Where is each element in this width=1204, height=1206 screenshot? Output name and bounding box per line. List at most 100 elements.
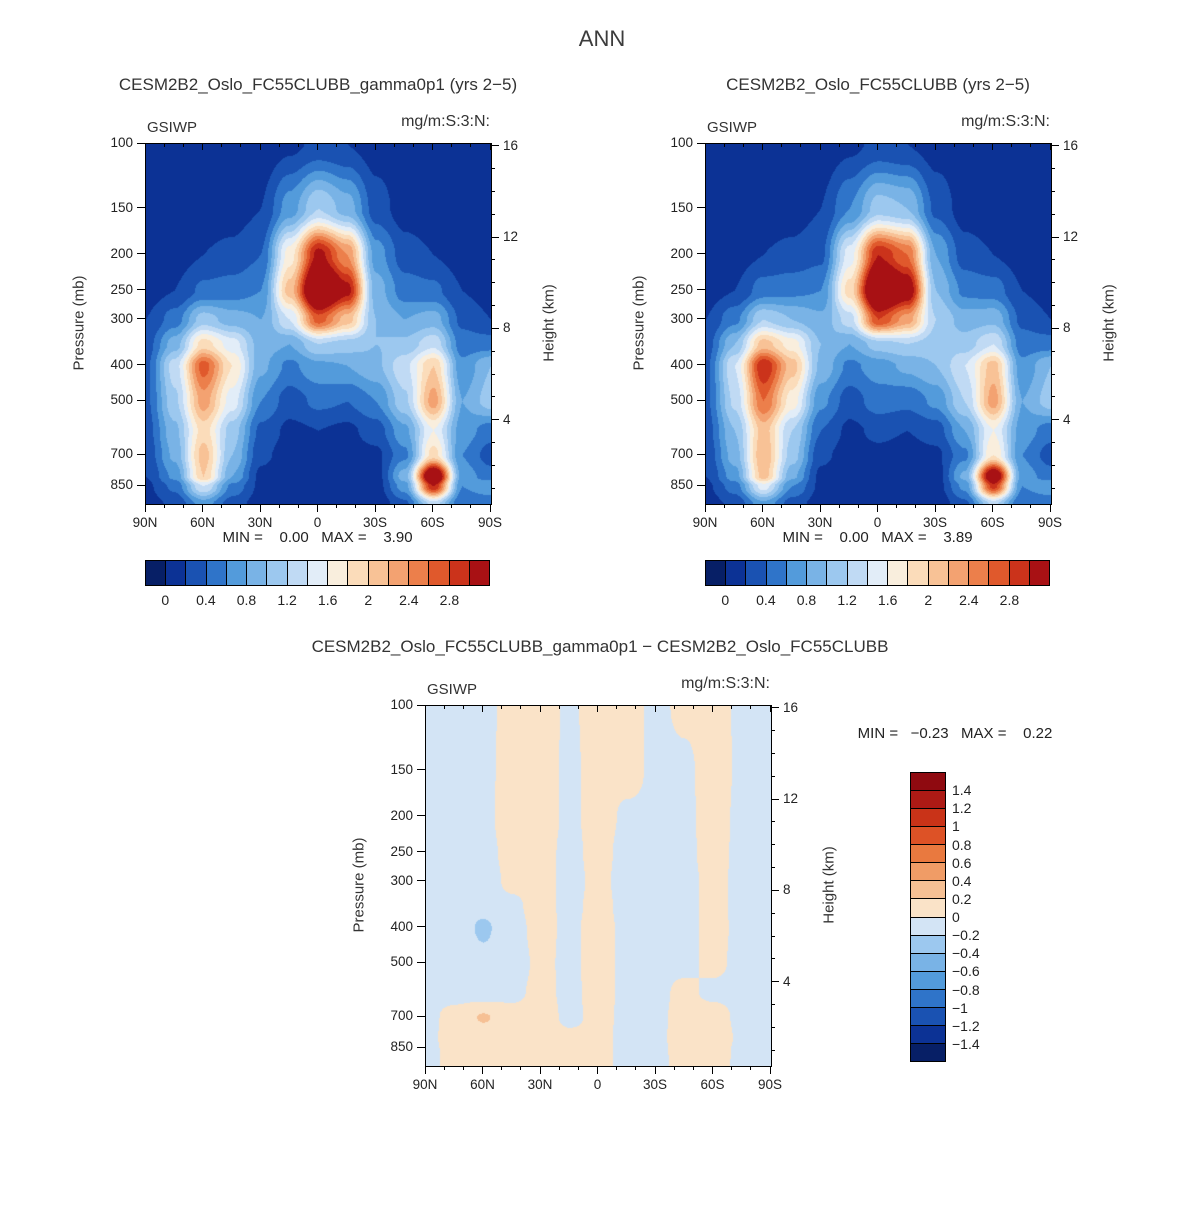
colorbar-tick-label: 0.2 xyxy=(952,890,972,907)
pressure-tick xyxy=(417,769,425,771)
colorbar-tick-label: −0.6 xyxy=(952,963,980,980)
pressure-tick-label: 850 xyxy=(390,1039,413,1055)
colorbar-tick-label: 0.6 xyxy=(952,854,972,871)
contour-canvas xyxy=(426,706,771,1066)
colorbar-cell xyxy=(409,561,430,585)
height-tick xyxy=(1051,327,1059,329)
pressure-tick-label: 300 xyxy=(110,310,133,326)
pressure-tick xyxy=(697,289,705,291)
pressure-tick xyxy=(137,399,145,401)
colorbar-tick-label: −1.2 xyxy=(952,1017,980,1034)
minmax-readout: MIN = −0.23 MAX = 0.22 xyxy=(857,725,1053,742)
height-tick-label: 8 xyxy=(503,320,511,336)
colorbar-tick-label: 1 xyxy=(952,818,960,835)
season-title: ANN xyxy=(578,26,626,51)
pressure-tick-label: 250 xyxy=(670,281,693,297)
height-tick xyxy=(491,236,499,238)
latitude-tick xyxy=(432,504,433,512)
latitude-tick-label: 60S xyxy=(980,515,1005,530)
colorbar-cell xyxy=(1029,561,1049,585)
colorbar-cell xyxy=(186,561,207,585)
colorbar-cell xyxy=(911,1007,945,1026)
latitude-tick-label: 30S xyxy=(922,515,948,530)
colorbar-cell xyxy=(908,561,929,585)
pressure-axis-title: Pressure (mb) xyxy=(350,837,368,933)
pressure-tick xyxy=(697,207,705,209)
colorbar-cell xyxy=(911,953,945,972)
colorbar-tick-label: 0.4 xyxy=(196,592,216,608)
pressure-tick xyxy=(137,318,145,320)
colorbar-cell xyxy=(166,561,187,585)
latitude-tick-label: 0 xyxy=(873,515,882,530)
height-tick-label: 16 xyxy=(1063,137,1079,153)
colorbar-cell xyxy=(746,561,767,585)
height-tick xyxy=(771,889,779,891)
pressure-tick-label: 400 xyxy=(110,356,133,372)
pressure-tick xyxy=(417,961,425,963)
colorbar-tick-label: 1.2 xyxy=(837,592,857,608)
colorbar-tick-label: 1.6 xyxy=(317,592,338,608)
colorbar-cell xyxy=(888,561,909,585)
colorbar-tick-label: 2.8 xyxy=(439,592,460,608)
pressure-tick-label: 300 xyxy=(670,310,693,326)
pressure-tick-label: 700 xyxy=(390,1008,413,1024)
variable-label: GSIWP xyxy=(147,119,198,136)
pressure-tick xyxy=(417,815,425,817)
colorbar-tick-label: 0.8 xyxy=(236,592,257,608)
height-tick xyxy=(1051,145,1059,147)
colorbar-tick-label: 1.2 xyxy=(277,592,297,608)
pressure-tick xyxy=(137,364,145,366)
colorbar-cell xyxy=(469,561,489,585)
contour-plot-frame xyxy=(425,705,772,1067)
pressure-tick-label: 150 xyxy=(670,199,693,215)
colorbar-tick-label: −0.2 xyxy=(952,927,980,944)
pressure-tick-label: 700 xyxy=(670,446,693,462)
latitude-tick-label: 60S xyxy=(700,1077,725,1092)
pressure-tick-label: 700 xyxy=(110,446,133,462)
colorbar-cell xyxy=(267,561,288,585)
pressure-tick-label: 500 xyxy=(670,392,693,408)
height-tick-label: 12 xyxy=(1063,229,1079,245)
latitude-tick xyxy=(202,504,203,512)
height-tick xyxy=(491,419,499,421)
height-axis-title: Height (km) xyxy=(820,846,838,924)
latitude-tick-label: 90S xyxy=(757,1077,783,1092)
colorbar-cell xyxy=(911,845,945,864)
colorbar-cell xyxy=(989,561,1010,585)
pressure-tick-label: 150 xyxy=(110,199,133,215)
pressure-tick xyxy=(697,484,705,486)
colorbar-tick-label: 2 xyxy=(364,592,373,608)
pressure-tick xyxy=(697,453,705,455)
latitude-tick-label: 60N xyxy=(190,515,215,530)
contour-canvas xyxy=(706,144,1051,504)
pressure-tick xyxy=(417,926,425,928)
latitude-tick-label: 90S xyxy=(1037,515,1063,530)
colorbar-tick-label: 1.4 xyxy=(952,782,972,799)
pressure-tick-label: 100 xyxy=(390,697,413,712)
variable-label: GSIWP xyxy=(427,681,478,698)
latitude-tick-label: 30S xyxy=(642,1077,668,1092)
height-tick-label: 12 xyxy=(503,229,519,245)
colorbar-tick-label: 0 xyxy=(952,909,960,925)
pressure-tick-label: 300 xyxy=(390,872,413,888)
colorbar-tick-label: 2.4 xyxy=(959,592,979,608)
latitude-tick-label: 90N xyxy=(692,515,718,530)
latitude-tick xyxy=(317,504,318,512)
latitude-tick-label: 60N xyxy=(750,515,775,530)
colorbar-vertical xyxy=(910,772,946,1062)
colorbar-tick-label: 2.4 xyxy=(399,592,419,608)
pressure-tick-label: 250 xyxy=(390,843,413,859)
pressure-tick xyxy=(697,399,705,401)
pressure-tick xyxy=(137,484,145,486)
panel-title: CESM2B2_Oslo_FC55CLUBB (yrs 2−5) xyxy=(726,75,1030,94)
colorbar-cell xyxy=(307,561,329,585)
latitude-tick xyxy=(144,504,146,512)
colorbar-cell xyxy=(206,561,227,585)
pressure-tick xyxy=(697,253,705,255)
colorbar-cell xyxy=(247,561,268,585)
colorbar-tick-label: −1 xyxy=(952,999,968,1016)
pressure-axis-title: Pressure (mb) xyxy=(630,275,648,371)
pressure-axis-title: Pressure (mb) xyxy=(70,275,88,371)
latitude-tick xyxy=(819,504,821,512)
